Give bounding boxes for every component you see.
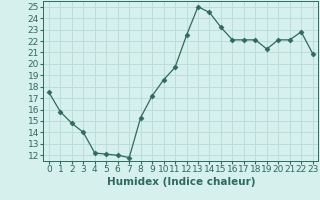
- X-axis label: Humidex (Indice chaleur): Humidex (Indice chaleur): [107, 177, 255, 187]
